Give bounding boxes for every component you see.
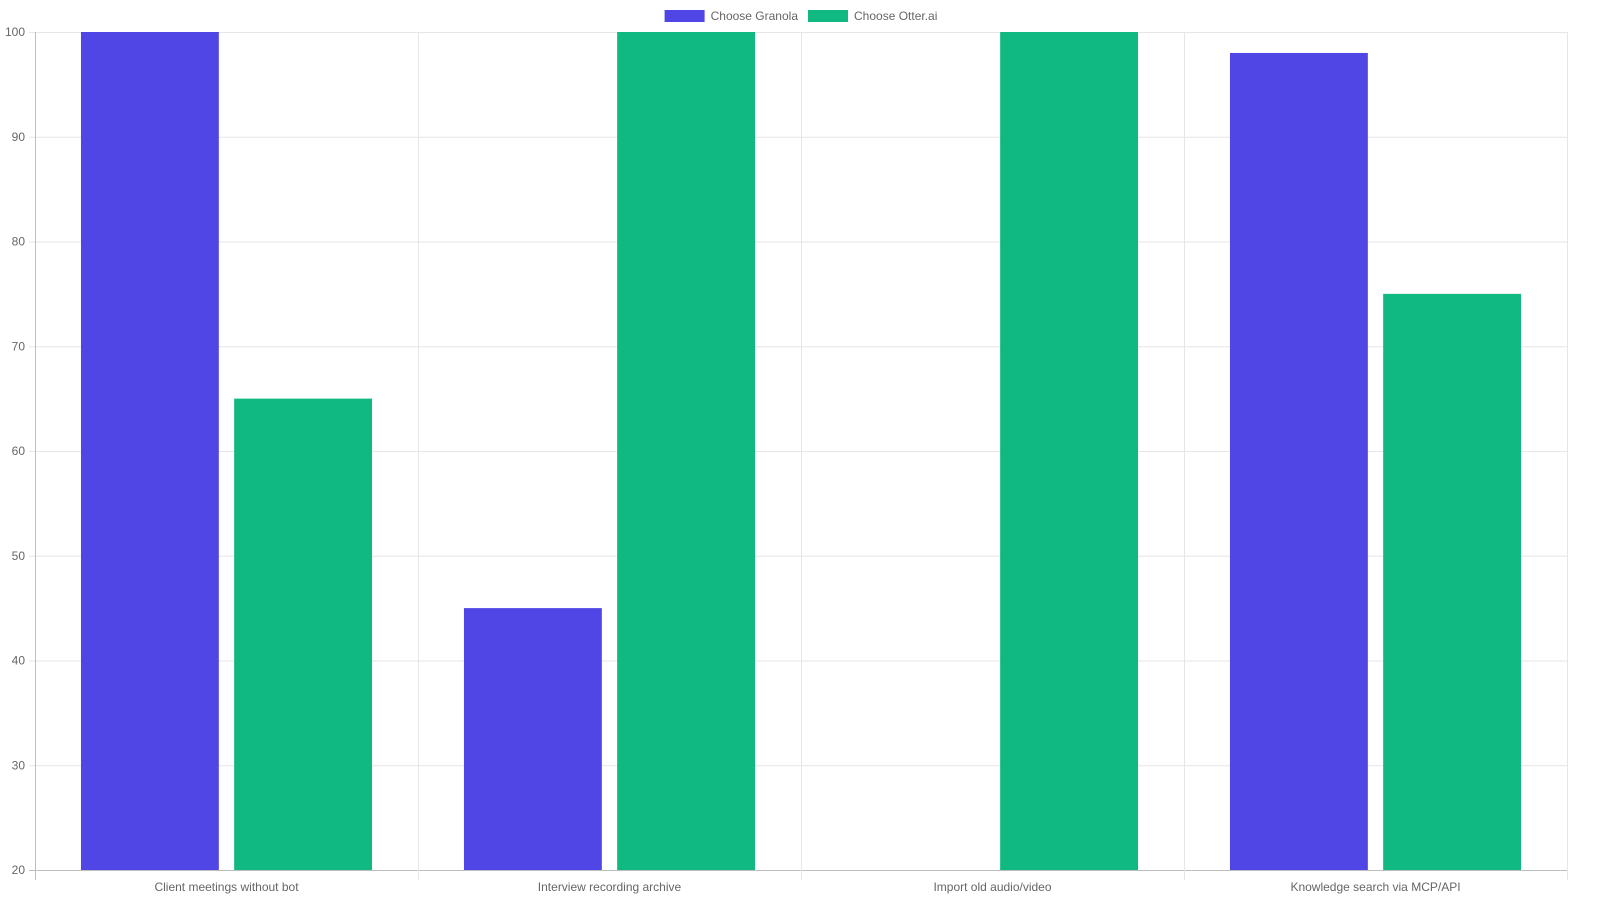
y-tick-label: 90 xyxy=(12,130,26,144)
x-tick-label: Interview recording archive xyxy=(538,880,682,894)
y-tick-label: 30 xyxy=(12,758,26,772)
bar-otter[interactable] xyxy=(1383,293,1522,870)
legend-label: Choose Granola xyxy=(711,9,799,23)
legend-swatch xyxy=(664,10,705,22)
x-tick-label: Knowledge search via MCP/API xyxy=(1290,880,1460,894)
bar-layer xyxy=(80,32,1522,870)
legend-item-granola[interactable]: Choose Granola xyxy=(664,9,799,23)
legend-item-otter[interactable]: Choose Otter.ai xyxy=(808,9,937,23)
y-tick-label: 40 xyxy=(12,654,26,668)
axis-layer: 20 30 40 50 60 70 80 90 100 Client meetings witho… xyxy=(5,25,1461,894)
y-tick-label: 100 xyxy=(5,25,25,39)
grid-layer xyxy=(29,32,1568,880)
legend-label: Choose Otter.ai xyxy=(854,9,937,23)
y-tick-label: 50 xyxy=(12,549,26,563)
y-tick-label: 60 xyxy=(12,444,26,458)
y-tick-label: 80 xyxy=(12,235,26,249)
legend[interactable]: Choose Granola Choose Otter.ai xyxy=(664,9,938,23)
bar-otter[interactable] xyxy=(234,398,373,870)
x-tick-label: Client meetings without bot xyxy=(154,880,299,894)
y-tick-label: 20 xyxy=(12,863,26,877)
bar-granola[interactable] xyxy=(463,608,602,870)
bar-granola[interactable] xyxy=(1229,52,1368,870)
legend-swatch xyxy=(808,10,848,22)
bar-otter[interactable] xyxy=(1000,32,1139,870)
x-tick-label: Import old audio/video xyxy=(933,880,1051,894)
y-tick-label: 70 xyxy=(12,339,26,353)
bar-granola[interactable] xyxy=(80,32,219,870)
bar-otter[interactable] xyxy=(617,32,756,870)
